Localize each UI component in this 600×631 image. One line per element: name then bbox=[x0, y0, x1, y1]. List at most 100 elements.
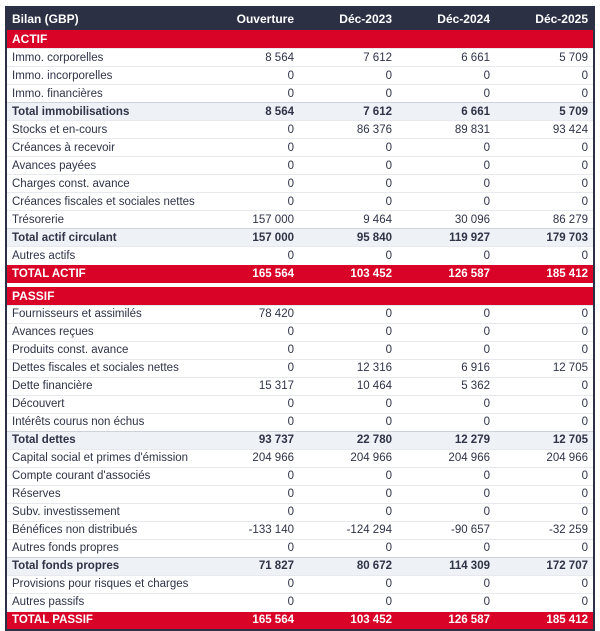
cell-value: 0 bbox=[201, 138, 299, 157]
cell-value: 204 966 bbox=[201, 448, 299, 467]
cell-value: 0 bbox=[397, 574, 495, 593]
cell-value: 0 bbox=[495, 574, 593, 593]
cell-value: -32 259 bbox=[495, 520, 593, 539]
cell-value: 204 966 bbox=[299, 448, 397, 467]
table-row: Créances fiscales et sociales nettes 0 0 0 0 bbox=[7, 192, 593, 211]
cell-value: 185 412 bbox=[495, 610, 593, 629]
row-label: Créances fiscales et sociales nettes bbox=[7, 192, 201, 211]
cell-value: -90 657 bbox=[397, 520, 495, 539]
cell-value: 30 096 bbox=[397, 210, 495, 229]
row-label: Fournisseurs et assimilés bbox=[7, 304, 201, 323]
row-label: Total actif circulant bbox=[7, 228, 201, 247]
cell-value: 0 bbox=[397, 192, 495, 211]
cell-value: 0 bbox=[495, 412, 593, 431]
cell-value: 0 bbox=[495, 376, 593, 395]
cell-value: 0 bbox=[299, 84, 397, 103]
row-label: Dettes fiscales et sociales nettes bbox=[7, 358, 201, 377]
table-row: Charges const. avance 0 0 0 0 bbox=[7, 174, 593, 193]
cell-value: 0 bbox=[397, 340, 495, 359]
cell-value: 5 709 bbox=[495, 102, 593, 121]
cell-value: 0 bbox=[397, 412, 495, 431]
row-label: Total dettes bbox=[7, 430, 201, 449]
table-row: Réserves 0 0 0 0 bbox=[7, 484, 593, 503]
table-row: Total immobilisations 8 564 7 612 6 661 5 70… bbox=[7, 102, 593, 121]
row-label: Découvert bbox=[7, 394, 201, 413]
cell-value: 5 362 bbox=[397, 376, 495, 395]
cell-value: 0 bbox=[201, 574, 299, 593]
row-label: Réserves bbox=[7, 484, 201, 503]
table-row: Créances à recevoir 0 0 0 0 bbox=[7, 138, 593, 157]
row-label: Avances reçues bbox=[7, 322, 201, 341]
cell-value: 0 bbox=[397, 394, 495, 413]
row-label: Dette financière bbox=[7, 376, 201, 395]
cell-value: 6 916 bbox=[397, 358, 495, 377]
table-row: TOTAL ACTIF 165 564 103 452 126 587 185 412 bbox=[7, 264, 593, 283]
cell-value: 0 bbox=[397, 592, 495, 611]
cell-value: 103 452 bbox=[299, 610, 397, 629]
table-row: Total dettes 93 737 22 780 12 279 12 705 bbox=[7, 430, 593, 449]
cell-value: 0 bbox=[495, 538, 593, 557]
cell-value: 0 bbox=[397, 84, 495, 103]
cell-value: 9 464 bbox=[299, 210, 397, 229]
cell-value: 126 587 bbox=[397, 610, 495, 629]
cell-value: 86 279 bbox=[495, 210, 593, 229]
cell-value: 12 316 bbox=[299, 358, 397, 377]
cell-value: 204 966 bbox=[397, 448, 495, 467]
section-spacer bbox=[7, 282, 593, 287]
cell-value: 7 612 bbox=[299, 48, 397, 67]
cell-value: 0 bbox=[201, 322, 299, 341]
cell-value: 0 bbox=[397, 322, 495, 341]
cell-value: 0 bbox=[299, 538, 397, 557]
cell-value: 71 827 bbox=[201, 556, 299, 575]
cell-value: 0 bbox=[201, 466, 299, 485]
cell-value: 0 bbox=[397, 156, 495, 175]
row-label: Charges const. avance bbox=[7, 174, 201, 193]
cell-value: 12 705 bbox=[495, 430, 593, 449]
table-row: Stocks et en-cours 0 86 376 89 831 93 424 bbox=[7, 120, 593, 139]
row-label: Trésorerie bbox=[7, 210, 201, 229]
cell-value: 157 000 bbox=[201, 228, 299, 247]
cell-value: 0 bbox=[299, 138, 397, 157]
cell-value: 0 bbox=[495, 138, 593, 157]
cell-value: 0 bbox=[201, 592, 299, 611]
table-row: Dettes fiscales et sociales nettes 0 12 31… bbox=[7, 358, 593, 377]
balance-sheet: Bilan (GBP) Ouverture Déc-2023 Déc-2024 … bbox=[5, 6, 595, 631]
table-row: Compte courant d'associés 0 0 0 0 bbox=[7, 466, 593, 485]
table-row: Capital social et primes d'émission 204 9… bbox=[7, 448, 593, 467]
cell-value: 0 bbox=[201, 156, 299, 175]
row-label: Total fonds propres bbox=[7, 556, 201, 575]
cell-value: 0 bbox=[495, 592, 593, 611]
table-header-row: Bilan (GBP) Ouverture Déc-2023 Déc-2024 … bbox=[7, 8, 593, 30]
cell-value: 6 661 bbox=[397, 102, 495, 121]
cell-value: 0 bbox=[495, 66, 593, 85]
table-row: Subv. investissement 0 0 0 0 bbox=[7, 502, 593, 521]
table-row: Intérêts courus non échus 0 0 0 0 bbox=[7, 412, 593, 431]
row-label: Total immobilisations bbox=[7, 102, 201, 121]
cell-value: 0 bbox=[299, 502, 397, 521]
column-header-dec-2024: Déc-2024 bbox=[397, 8, 495, 30]
cell-value: 126 587 bbox=[397, 264, 495, 283]
table-row: Avances reçues 0 0 0 0 bbox=[7, 322, 593, 341]
row-label: Subv. investissement bbox=[7, 502, 201, 521]
table-row: Immo. financières 0 0 0 0 bbox=[7, 84, 593, 103]
table-title: Bilan (GBP) bbox=[7, 8, 201, 30]
cell-value: 0 bbox=[299, 192, 397, 211]
cell-value: 0 bbox=[495, 156, 593, 175]
row-label: Créances à recevoir bbox=[7, 138, 201, 157]
cell-value: 0 bbox=[397, 466, 495, 485]
cell-value: 0 bbox=[201, 192, 299, 211]
table-row: Bénéfices non distribués -133 140 -124 294… bbox=[7, 520, 593, 539]
cell-value: 0 bbox=[299, 174, 397, 193]
row-label: Autres fonds propres bbox=[7, 538, 201, 557]
table-row: Autres passifs 0 0 0 0 bbox=[7, 592, 593, 611]
cell-value: 0 bbox=[201, 412, 299, 431]
row-label: Produits const. avance bbox=[7, 340, 201, 359]
section-header-label: PASSIF bbox=[7, 286, 593, 305]
cell-value: 89 831 bbox=[397, 120, 495, 139]
section-header-row-passif: PASSIF bbox=[7, 286, 593, 305]
cell-value: 0 bbox=[299, 574, 397, 593]
row-label: Autres actifs bbox=[7, 246, 201, 265]
cell-value: 15 317 bbox=[201, 376, 299, 395]
cell-value: 8 564 bbox=[201, 48, 299, 67]
cell-value: 179 703 bbox=[495, 228, 593, 247]
